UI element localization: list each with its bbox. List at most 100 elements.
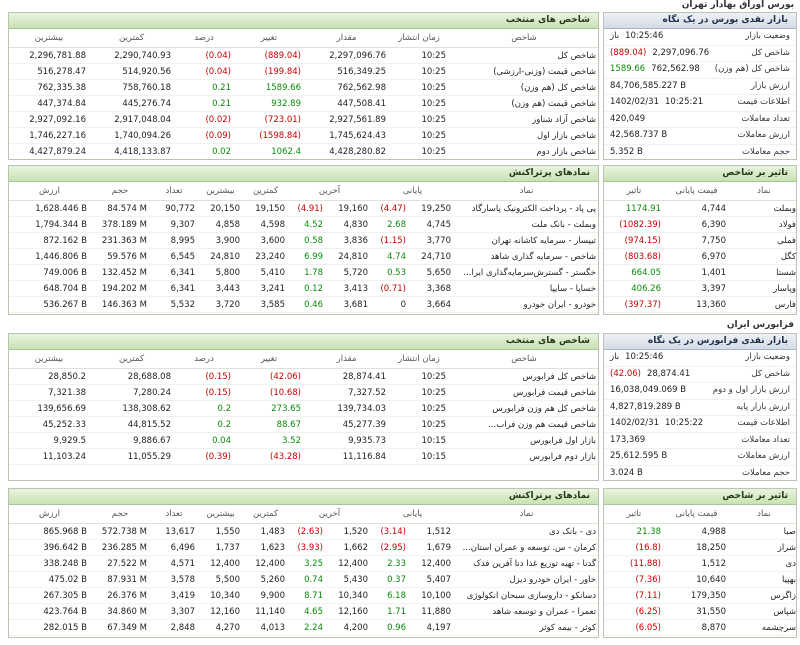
cell: 10:25 xyxy=(389,47,449,64)
cell: 3,368 xyxy=(409,280,454,297)
cell: 0.21 xyxy=(174,79,234,96)
column-header: پایانی xyxy=(371,505,454,524)
summary-value: 1402/02/31 xyxy=(610,97,659,107)
cell: (889.04) xyxy=(234,47,304,64)
header-row: شاخص زمان انتشار مقدار تغییر درصد کمترین بیشتر… xyxy=(9,29,598,48)
cell: 0.37 xyxy=(371,571,409,588)
cell: (0.15) xyxy=(174,368,234,385)
panel-title: شاخص های منتخب xyxy=(9,334,598,350)
cell: 8.71 xyxy=(288,587,326,604)
table-row: وپاسار 3,397 406.26 xyxy=(604,280,796,297)
cell: 8,870 xyxy=(664,619,729,636)
cell: 282.015 B xyxy=(9,619,90,636)
cell: 28,874.41 xyxy=(304,368,389,385)
cell: 19,160 xyxy=(326,200,371,217)
table-row: شاخص کل (هم وزن) 10:25 762,562.98 1589.66 0.… xyxy=(9,79,598,96)
cell: 12,160 xyxy=(198,603,243,620)
cell: (0.39) xyxy=(174,448,234,465)
cell: 0.46 xyxy=(288,296,326,313)
cell: 23,240 xyxy=(243,248,288,265)
cell: 447,508.41 xyxy=(304,95,389,112)
summary-row: حجم معاملات 3.024 B xyxy=(604,466,796,481)
table-row: خساپا - سایپا 3,368 (0.71) 3,413 0.12 3,241 3,… xyxy=(9,280,598,297)
cell: 648.704 B xyxy=(9,280,90,297)
row-label: کرمان - س. توسعه و عمران استان... xyxy=(454,539,598,556)
cell: 7,750 xyxy=(664,232,729,249)
cell: 2,927,561.89 xyxy=(304,111,389,128)
cell: 13,360 xyxy=(664,296,729,313)
cell: 1,512 xyxy=(664,555,729,572)
cell: (43.28) xyxy=(234,448,304,465)
table-row: کگل 6,970 (803.68) xyxy=(604,248,796,265)
cell: (803.68) xyxy=(604,248,664,265)
cell: 4.52 xyxy=(288,216,326,233)
cell: 1,446.806 B xyxy=(9,248,90,265)
cell: 5,430 xyxy=(326,571,371,588)
panel-title: تاثیر بر شاخص xyxy=(604,166,796,182)
summary-row: اطلاعات قیمت 10:25:21 1402/02/31 xyxy=(604,95,796,112)
cell: 84.574 M xyxy=(90,200,150,217)
cell: 67.349 M xyxy=(90,619,150,636)
cell: 179,350 xyxy=(664,587,729,604)
cell: (4.47) xyxy=(371,200,409,217)
summary-value: 42,568.737 B xyxy=(610,130,668,140)
cell: 4,858 xyxy=(198,216,243,233)
cell: 536.267 B xyxy=(9,296,90,313)
cell: 3,681 xyxy=(326,296,371,313)
row-label: صبا xyxy=(729,523,796,540)
table-row: گدنا - تهیه توزیع غذا دنا آفرین فدک 12,40… xyxy=(9,555,598,572)
table-row: شاخص قیمت (وزنی-ارزشی) 10:25 516,349.25 (19… xyxy=(9,63,598,80)
panel-title: بازار نقدی بورس در یک نگاه xyxy=(604,13,796,29)
cell: 2,917,048.04 xyxy=(89,111,174,128)
cell: 11,116.84 xyxy=(304,448,389,465)
cell: 12,400 xyxy=(198,555,243,572)
panel-title: نمادهای پرتراکنش xyxy=(9,489,598,505)
summary-value: 10:25:46 xyxy=(625,31,664,41)
cell: 516,349.25 xyxy=(304,63,389,80)
cell: (42.06) xyxy=(234,368,304,385)
summary-row: شاخص کل (هم وزن) 762,562.98 1589.66 xyxy=(604,62,796,79)
cell: 4,428,280.82 xyxy=(304,143,389,159)
cell: 0.58 xyxy=(288,232,326,249)
cell: 231.363 M xyxy=(90,232,150,249)
cell: 10:25 xyxy=(389,416,449,433)
table-row: وبملت 4,744 1174.91 xyxy=(604,200,796,217)
summary-value: 1402/02/31 xyxy=(610,418,659,428)
cell: 406.26 xyxy=(604,280,664,297)
cell: (7.36) xyxy=(604,571,664,588)
table-row: دی 1,512 (11.88) xyxy=(604,555,796,572)
summary-value: 762,562.98 xyxy=(651,64,700,74)
cell: 932.89 xyxy=(234,95,304,112)
summary-value: 16,038,049.069 B xyxy=(610,385,687,395)
row-label: شاخص کل هم وزن فرابورس xyxy=(449,400,598,417)
cell: 146.363 M xyxy=(90,296,150,313)
cell: 5,800 xyxy=(198,264,243,281)
cell: 11,055.29 xyxy=(89,448,174,465)
summary-value: 84,706,585.227 B xyxy=(610,80,687,91)
cell: 3,419 xyxy=(150,587,198,604)
cell: 34.860 M xyxy=(90,603,150,620)
cell: 2.24 xyxy=(288,619,326,636)
cell: 7,280.24 xyxy=(89,384,174,401)
cell: 4.74 xyxy=(371,248,409,265)
table-row: فملی 7,750 (974.15) xyxy=(604,232,796,249)
cell: 267.305 B xyxy=(9,587,90,604)
row-label: فملی xyxy=(729,232,796,249)
cell: 3,720 xyxy=(198,296,243,313)
summary-label: ارزش معاملات xyxy=(737,130,790,140)
cell: 2,296,781.88 xyxy=(9,47,89,64)
cell: 514,920.56 xyxy=(89,63,174,80)
cell: 12,400 xyxy=(409,555,454,572)
cell: 749.006 B xyxy=(9,264,90,281)
summary-value: 28,874.41 xyxy=(646,368,691,379)
column-header: درصد xyxy=(174,350,234,369)
panel-title: بازار نقدی فرابورس در یک نگاه xyxy=(604,334,796,350)
cell: 3.52 xyxy=(234,432,304,449)
cell: 3,307 xyxy=(150,603,198,620)
cell: 10:25 xyxy=(389,400,449,417)
cell: 2.68 xyxy=(371,216,409,233)
cell: 4,418,133.87 xyxy=(89,143,174,159)
summary-row: شاخص کل 2,297,096.76 (889.04) xyxy=(604,46,796,62)
cell: 1,483 xyxy=(243,523,288,540)
row-label: بازار دوم فرابورس xyxy=(449,448,598,465)
